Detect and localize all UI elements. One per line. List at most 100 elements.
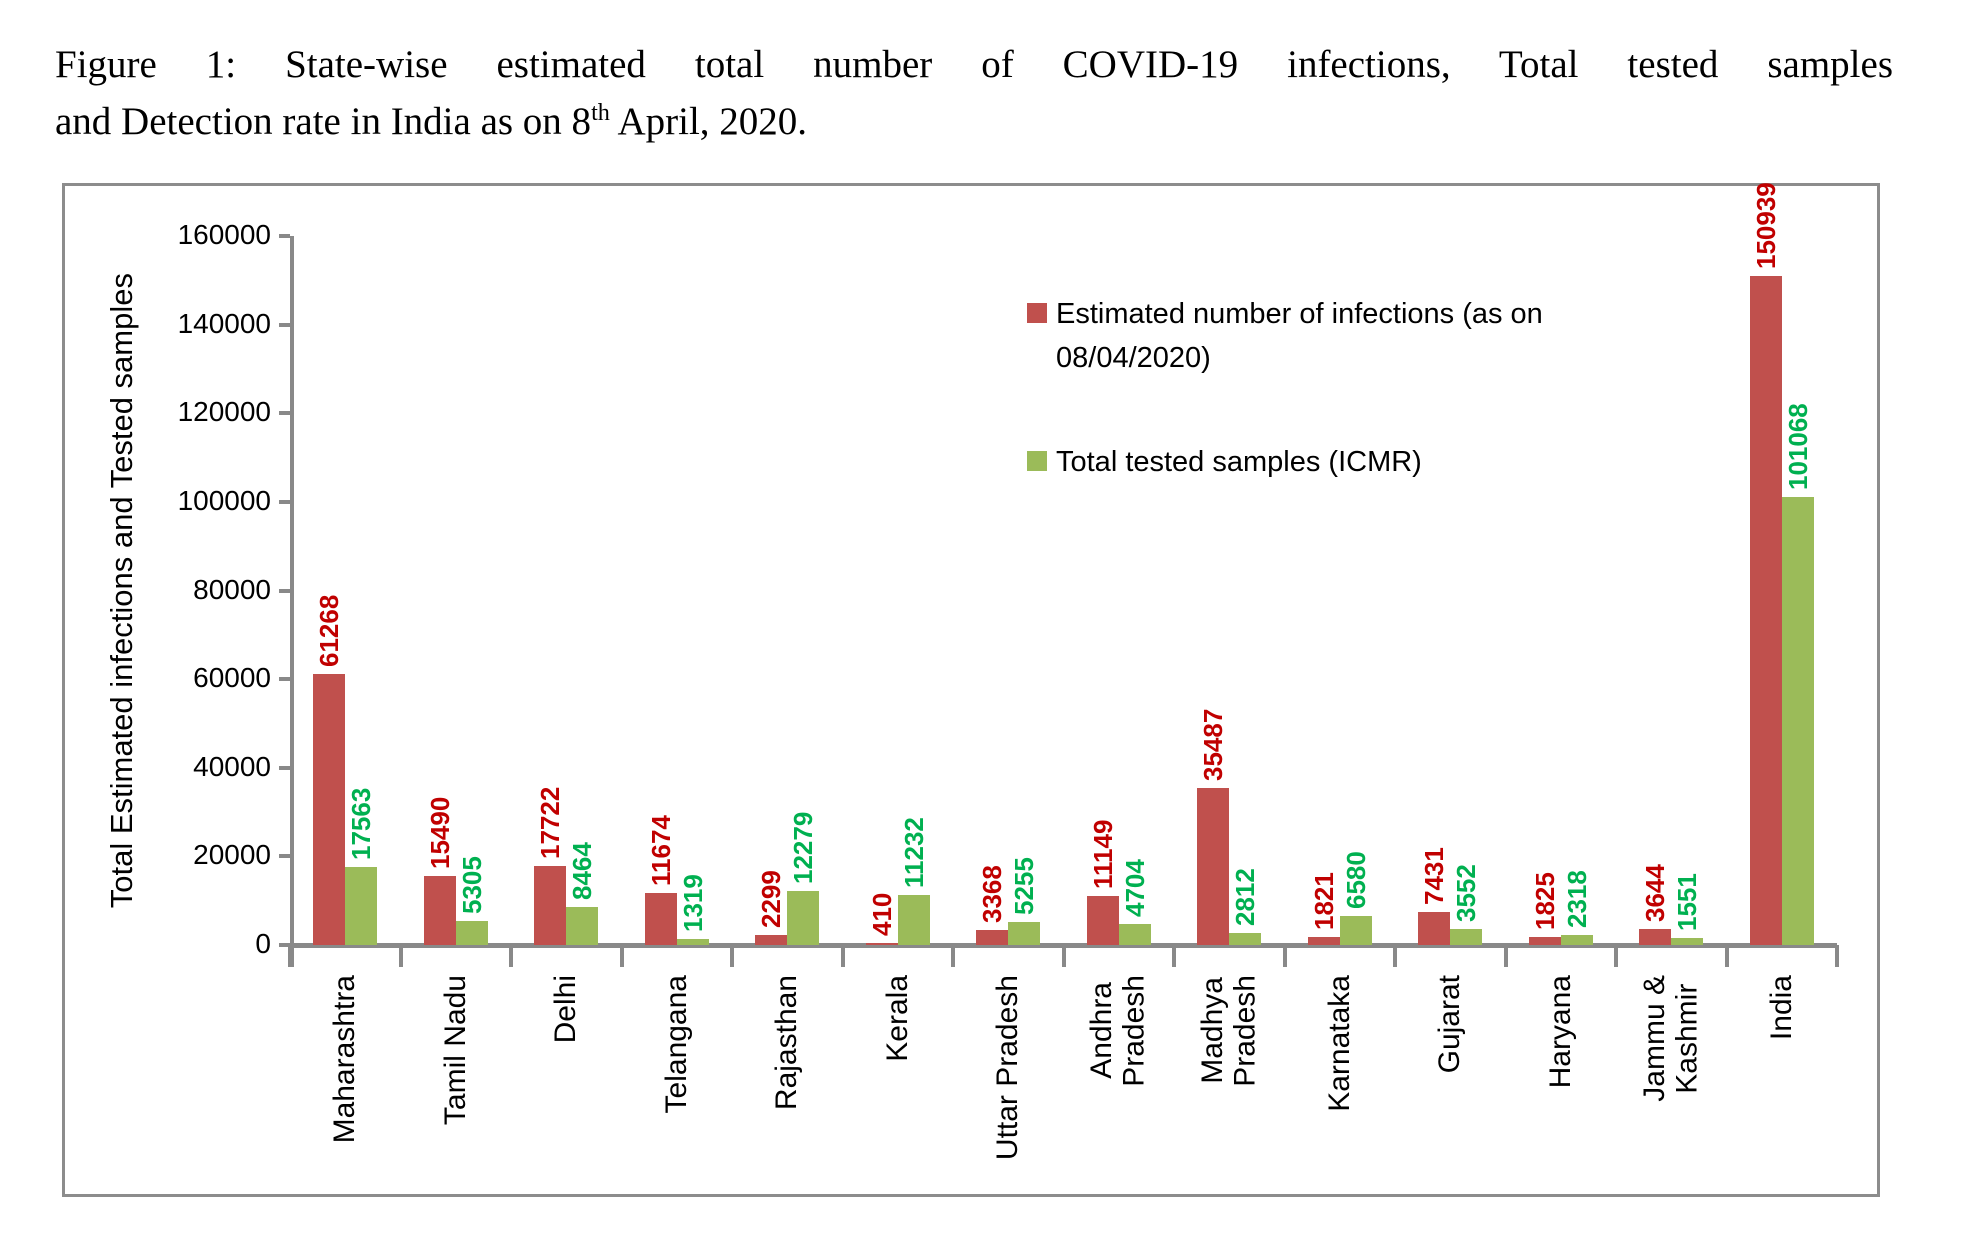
y-axis-tick-label: 160000 xyxy=(177,219,271,250)
caption-text: April, 2020. xyxy=(609,100,808,143)
y-axis-tick-label: 60000 xyxy=(193,662,271,694)
data-label: 12279 xyxy=(788,811,819,884)
y-axis-tick xyxy=(279,411,290,416)
legend-swatch-green-icon xyxy=(1027,451,1047,471)
x-axis-tick xyxy=(1061,945,1066,967)
data-label-wrap: 1551 xyxy=(1627,873,1747,931)
data-label-wrap: 4704 xyxy=(1075,859,1195,917)
x-axis-tick xyxy=(1503,945,1508,967)
y-axis-tick xyxy=(279,588,290,593)
data-label: 35487 xyxy=(1198,708,1229,781)
y-axis-tick xyxy=(279,322,290,327)
x-axis-category-label: Jammu & Kashmir xyxy=(1637,975,1704,1102)
x-axis-tick xyxy=(1282,945,1287,967)
x-axis-category-label: India xyxy=(1764,975,1798,1041)
x-axis-tick xyxy=(840,945,845,967)
y-axis-tick xyxy=(279,677,290,682)
y-axis-tick xyxy=(279,765,290,770)
bar-tested-karnataka xyxy=(1339,916,1372,945)
y-axis-tick xyxy=(279,499,290,504)
x-axis-tick xyxy=(1835,945,1839,967)
data-label-wrap: 12279 xyxy=(743,812,863,884)
x-axis-category-label: Gujarat xyxy=(1433,975,1467,1074)
bar-infections-maharashtra xyxy=(313,674,346,945)
bar-tested-andhra-pradesh xyxy=(1118,924,1151,945)
bar-tested-delhi xyxy=(566,907,599,945)
legend-label-tested-samples: Total tested samples (ICMR) xyxy=(1056,446,1422,478)
legend-label-estimated-infections: Estimated number of infections (as on 08… xyxy=(1056,298,1543,374)
data-label: 150939 xyxy=(1750,182,1781,269)
x-axis-tick xyxy=(730,945,734,967)
y-axis-tick xyxy=(279,854,290,859)
x-axis-category-label: Andhra Pradesh xyxy=(1085,975,1151,1087)
y-axis-tick-label: 120000 xyxy=(177,396,271,428)
y-axis-tick-label: 20000 xyxy=(193,839,271,871)
y-axis-tick-label: 40000 xyxy=(193,750,271,782)
bar-infections-andhra-pradesh xyxy=(1086,896,1119,945)
bar-infections-rajasthan xyxy=(755,935,788,945)
x-axis-category-label: Karnataka xyxy=(1322,975,1356,1112)
data-label: 17563 xyxy=(346,787,377,860)
y-axis-tick-label: 80000 xyxy=(193,573,271,605)
data-label-wrap: 35487 xyxy=(1153,709,1273,781)
y-axis-tick xyxy=(279,943,290,947)
legend-swatch-red-icon xyxy=(1027,303,1047,323)
y-axis-tick-label: 100000 xyxy=(177,484,271,516)
legend-item-estimated-infections: Estimated number of infections (as on 08… xyxy=(1027,292,1543,380)
x-axis-tick xyxy=(1614,945,1618,967)
bar-infections-delhi xyxy=(534,866,567,945)
x-axis-category-label: Kerala xyxy=(880,975,914,1062)
figure-caption-line-2: and Detection rate in India as on 8th Ap… xyxy=(55,93,1893,150)
bar-tested-kerala xyxy=(897,895,930,945)
bar-infections-india xyxy=(1749,276,1782,945)
x-axis-category-label: Tamil Nadu xyxy=(438,975,472,1126)
bar-infections-gujarat xyxy=(1418,912,1451,945)
y-axis-tick xyxy=(279,234,290,238)
bar-tested-telangana xyxy=(676,939,709,945)
bar-tested-madhya-pradesh xyxy=(1229,933,1262,945)
bar-infections-kerala xyxy=(865,943,898,945)
x-axis-category-label: Uttar Pradesh xyxy=(991,975,1025,1161)
chart-frame: Total Estimated infections and Tested sa… xyxy=(62,182,1880,1197)
bar-infections-haryana xyxy=(1528,937,1561,945)
data-label-wrap: 61268 xyxy=(269,595,389,667)
bar-tested-jammu---kashmir xyxy=(1671,938,1704,945)
data-label: 2812 xyxy=(1230,868,1261,926)
x-axis-tick xyxy=(1393,945,1397,967)
x-axis-category-label: Telangana xyxy=(659,975,693,1114)
bar-infections-madhya-pradesh xyxy=(1197,788,1230,945)
x-axis-tick xyxy=(1724,945,1729,967)
bar-infections-uttar-pradesh xyxy=(976,930,1009,945)
figure-caption: Figure 1: State-wise estimated total num… xyxy=(55,36,1893,150)
bar-tested-uttar-pradesh xyxy=(1008,922,1041,945)
data-label: 6580 xyxy=(1340,851,1371,909)
data-label: 5255 xyxy=(1009,857,1040,915)
legend: Estimated number of infections (as on 08… xyxy=(1027,292,1543,544)
x-axis-category-label: Delhi xyxy=(549,975,583,1044)
data-label: 8464 xyxy=(567,842,598,900)
x-axis-category-label: Rajasthan xyxy=(770,975,804,1111)
x-axis-tick xyxy=(398,945,403,967)
x-axis-category-label: Madhya Pradesh xyxy=(1195,975,1262,1087)
bar-infections-jammu---kashmir xyxy=(1639,929,1672,945)
y-axis-tick-label: 0 xyxy=(255,928,271,959)
data-label-wrap: 150939 xyxy=(1706,182,1826,269)
data-label: 61268 xyxy=(314,594,345,667)
bar-tested-tamil-nadu xyxy=(455,921,488,945)
x-axis-tick xyxy=(509,945,513,967)
data-label: 101068 xyxy=(1782,403,1813,490)
bar-infections-telangana xyxy=(644,893,677,945)
data-label: 4704 xyxy=(1119,859,1150,917)
bar-tested-india xyxy=(1781,497,1814,945)
bar-tested-maharashtra xyxy=(345,867,378,945)
caption-text: and Detection rate in India as on 8 xyxy=(55,100,592,143)
x-axis-category-label: Haryana xyxy=(1543,975,1577,1089)
data-label: 5305 xyxy=(456,856,487,914)
x-axis-category-label: Maharashtra xyxy=(328,975,362,1144)
bar-tested-rajasthan xyxy=(787,891,820,945)
x-axis-tick xyxy=(1172,945,1176,967)
bar-tested-haryana xyxy=(1560,935,1593,945)
data-label: 410 xyxy=(866,892,897,936)
x-axis-tick xyxy=(288,945,292,967)
data-label: 1319 xyxy=(677,874,708,932)
